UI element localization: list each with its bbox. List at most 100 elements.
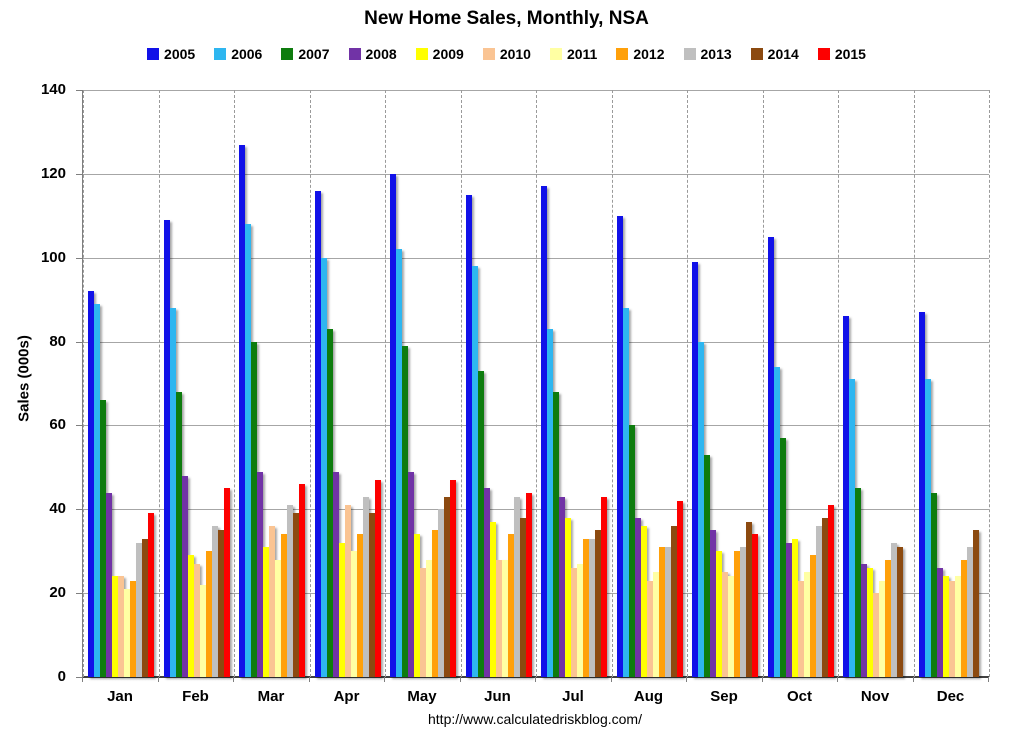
x-axis-line [83, 676, 989, 678]
bar-2015-may [450, 479, 456, 677]
y-tick-label-100: 100 [40, 248, 66, 266]
legend-swatch-2013 [683, 48, 696, 60]
bar-2005-may [390, 173, 396, 677]
bar-group-jun [462, 194, 538, 677]
legend-item-2011: 2011 [549, 46, 597, 62]
x-tick-mark-2 [233, 677, 234, 682]
bar-2007-nov [855, 488, 861, 677]
bar-2007-jul [553, 391, 559, 677]
bar-2014-feb [217, 530, 224, 677]
bar-2011-jul [577, 563, 583, 677]
bar-2014-may [444, 496, 450, 677]
x-tick-label-may: May [407, 688, 437, 705]
legend-swatch-2006 [214, 48, 227, 60]
bar-2008-aug [634, 517, 641, 677]
bar-2014-mar [293, 513, 299, 677]
bar-2011-aug [652, 572, 659, 677]
x-tick-mark-12 [988, 677, 989, 682]
gridline-x-2 [234, 90, 235, 677]
bar-2012-mar [281, 534, 287, 677]
x-tick-label-oct: Oct [786, 688, 812, 705]
bar-group-nov [839, 316, 915, 677]
bar-2011-jun [501, 559, 508, 677]
gridline-x-4 [385, 90, 386, 677]
bar-2005-mar [239, 144, 245, 677]
x-tick-mark-5 [459, 677, 461, 682]
y-tick-label-20: 20 [49, 584, 66, 602]
gridline-x-12 [989, 90, 990, 677]
bar-2010-apr [344, 505, 351, 677]
x-tick-mark-9 [761, 677, 763, 682]
bar-2006-apr [320, 257, 327, 677]
bar-2010-oct [797, 580, 804, 677]
bar-2014-dec [972, 530, 979, 677]
gridline-x-7 [611, 90, 613, 677]
bar-2013-nov [891, 542, 897, 677]
bar-group-aug [613, 215, 689, 677]
gridline-x-0 [83, 90, 84, 677]
legend-item-2007: 2007 [281, 46, 330, 62]
bar-2014-oct [821, 517, 828, 677]
bar-2011-mar [275, 559, 281, 677]
y-tick-mark-100 [76, 257, 82, 259]
y-tick-label-0: 0 [57, 668, 66, 685]
bar-2011-may [426, 559, 432, 677]
y-tick-label-40: 40 [49, 500, 66, 518]
bar-2005-aug [616, 215, 623, 677]
bar-2008-apr [332, 471, 339, 677]
bar-2009-jan [112, 576, 118, 677]
bar-2009-jun [489, 521, 496, 677]
bar-2013-mar [287, 505, 293, 677]
bar-2010-feb [193, 563, 200, 677]
bar-2005-feb [163, 219, 170, 677]
bar-2014-jun [519, 517, 526, 677]
bar-2005-oct [767, 236, 774, 677]
bar-2007-oct [779, 438, 786, 677]
chart-title: New Home Sales, Monthly, NSA [364, 8, 649, 29]
bar-2009-mar [263, 547, 269, 677]
bar-2015-jun [525, 492, 532, 677]
bar-group-apr [311, 190, 387, 677]
legend-item-2013: 2013 [683, 46, 732, 62]
legend-swatch-2010 [482, 48, 495, 60]
bar-2011-nov [879, 580, 885, 677]
bar-2013-sep [740, 547, 746, 677]
x-tick-label-sep: Sep [710, 688, 738, 705]
bar-2012-jan [130, 580, 136, 677]
bar-2010-jun [495, 559, 502, 677]
legend-swatch-2015 [817, 48, 830, 60]
bar-2013-apr [362, 496, 369, 677]
bar-2010-jan [118, 576, 124, 677]
bar-2007-dec [930, 492, 937, 677]
bar-2010-may [420, 568, 426, 677]
bar-2006-oct [773, 366, 780, 677]
legend-label-2014: 2014 [767, 46, 799, 62]
x-tick-mark-6 [535, 677, 536, 682]
bar-2011-oct [803, 572, 810, 677]
bar-2011-feb [199, 584, 206, 677]
bar-2012-feb [205, 551, 212, 677]
bar-2005-apr [314, 190, 321, 677]
bar-2009-oct [791, 538, 798, 677]
bar-2006-aug [622, 308, 629, 677]
bar-2015-feb [223, 488, 230, 677]
bar-2011-sep [728, 576, 734, 677]
y-tick-mark-60 [76, 425, 82, 427]
legend-swatch-2008 [348, 48, 361, 60]
legend-item-2014: 2014 [750, 46, 799, 62]
legend-label-2012: 2012 [633, 46, 665, 62]
bar-2015-apr [374, 479, 381, 677]
bar-2014-apr [368, 513, 375, 677]
plot-area [82, 90, 990, 678]
bar-2006-nov [849, 379, 855, 677]
bar-2013-jun [513, 496, 520, 677]
bar-2008-nov [861, 563, 867, 677]
bar-2012-sep [734, 551, 740, 677]
x-tick-label-jun: Jun [484, 688, 511, 705]
bar-2015-mar [299, 484, 305, 677]
bar-2008-jul [559, 496, 565, 677]
bar-2007-sep [704, 454, 710, 677]
bar-2012-may [432, 530, 438, 677]
bar-group-feb [160, 219, 236, 677]
y-tick-mark-40 [76, 509, 82, 511]
